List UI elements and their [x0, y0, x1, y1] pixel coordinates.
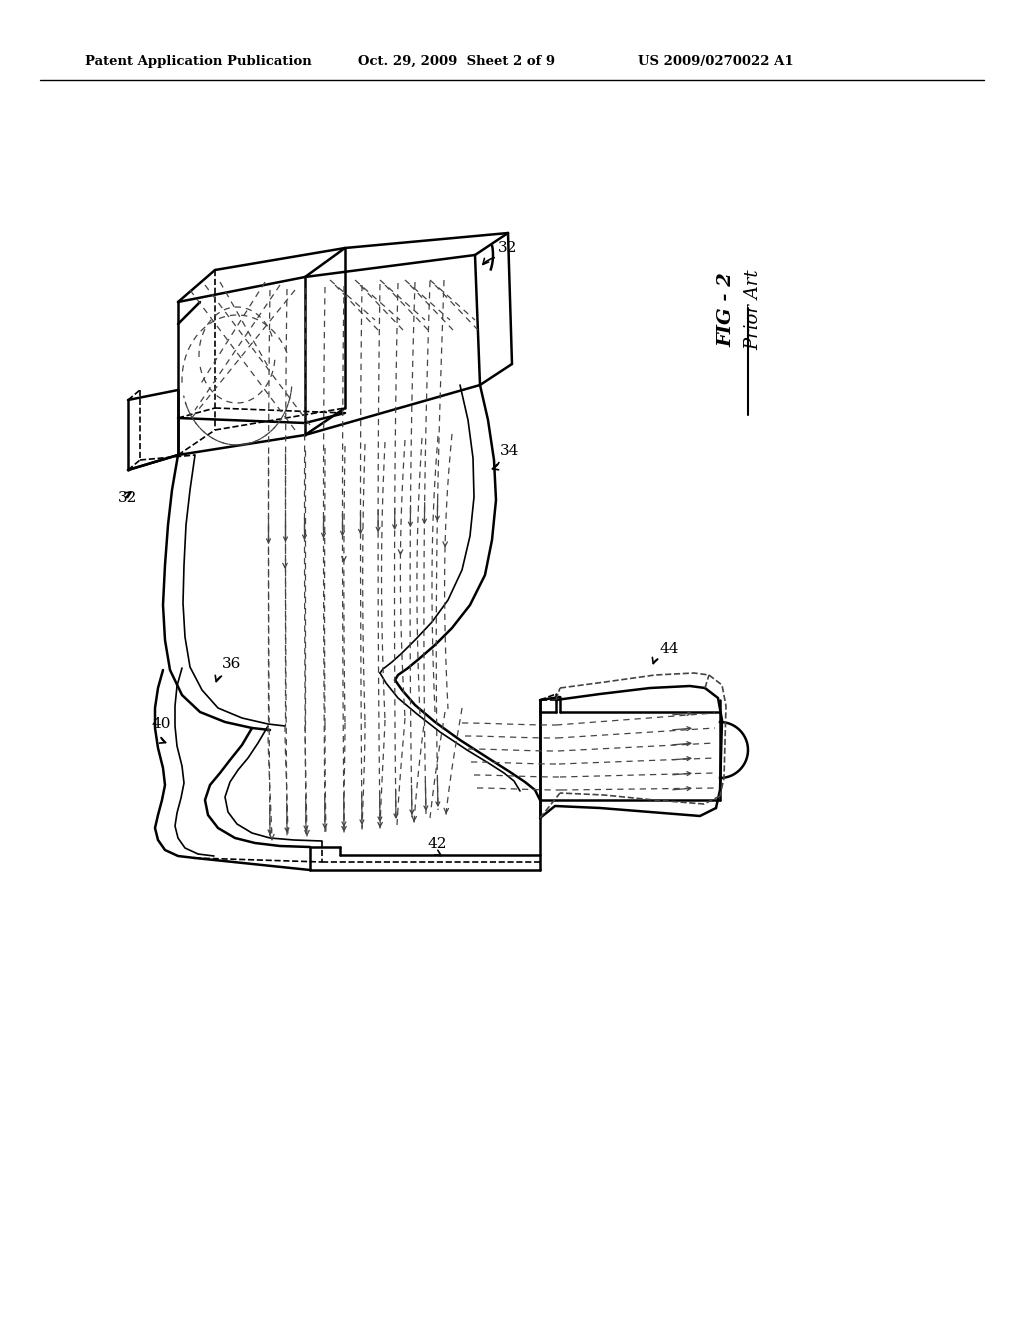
Text: 32: 32	[118, 491, 137, 506]
Text: 32: 32	[498, 242, 517, 255]
Text: 40: 40	[152, 717, 171, 731]
Text: Oct. 29, 2009  Sheet 2 of 9: Oct. 29, 2009 Sheet 2 of 9	[358, 55, 555, 69]
Text: 42: 42	[428, 837, 447, 851]
Text: Patent Application Publication: Patent Application Publication	[85, 55, 311, 69]
Text: FIG - 2: FIG - 2	[717, 272, 735, 347]
Text: 44: 44	[660, 642, 680, 656]
Text: US 2009/0270022 A1: US 2009/0270022 A1	[638, 55, 794, 69]
Text: 36: 36	[222, 657, 242, 671]
Text: Prior Art: Prior Art	[744, 269, 762, 350]
Text: 34: 34	[500, 444, 519, 458]
